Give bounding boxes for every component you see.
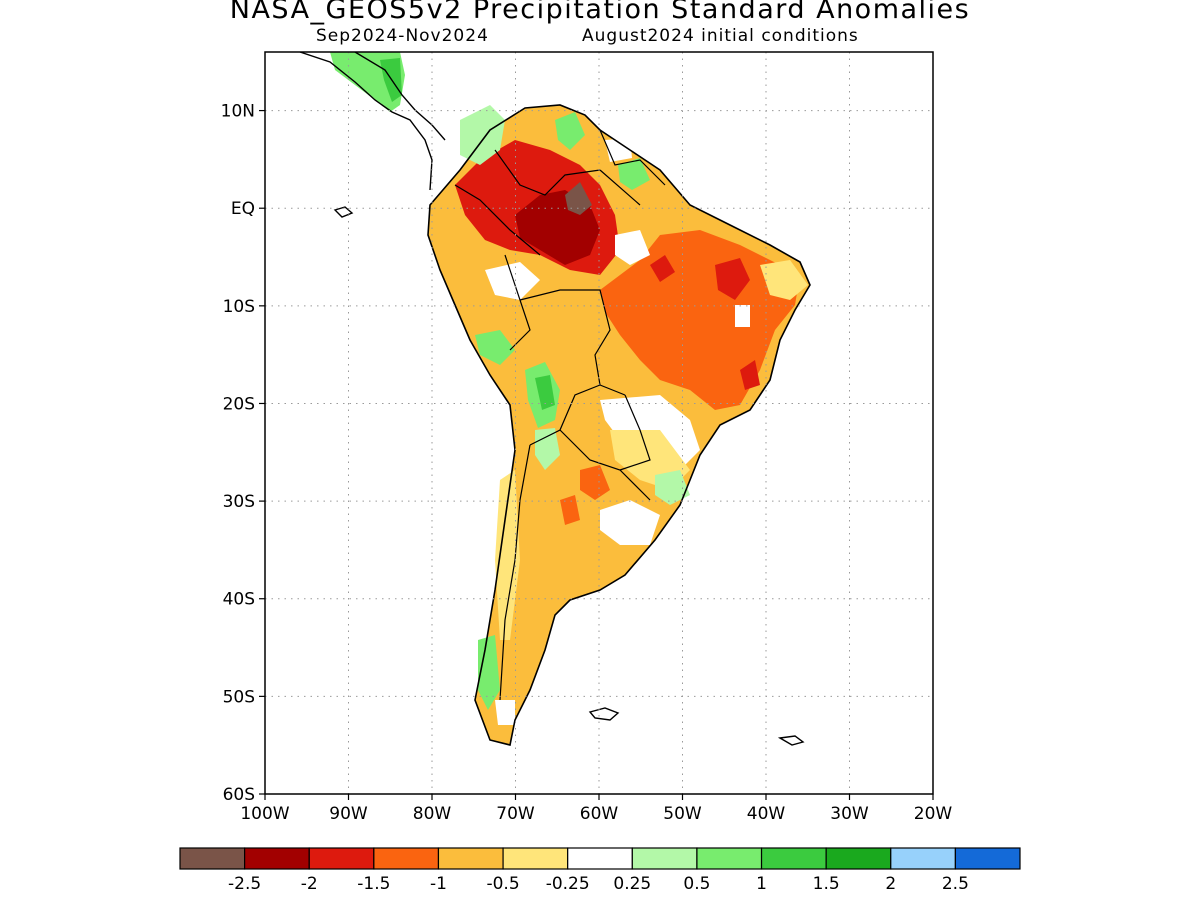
colorbar-swatch [954, 847, 1021, 870]
colorbar-swatch [437, 847, 504, 870]
colorbar-label: 2.5 [942, 874, 969, 894]
ne-brazil-lightyellow [760, 260, 808, 300]
colorbar-label: -0.25 [546, 874, 590, 894]
initial-conditions: August2024 initial conditions [582, 26, 859, 46]
lat-label: 10S [223, 297, 255, 317]
amazon-white-patch [615, 230, 650, 265]
colorbar-swatch [696, 847, 763, 870]
venezuela-green [460, 105, 505, 165]
colorbar-swatch [373, 847, 440, 870]
brazil-red-patch-2 [650, 255, 675, 282]
colorbar-label: 0.25 [613, 874, 651, 894]
colorbar-label: 1 [756, 874, 767, 894]
lon-label: 30W [830, 804, 869, 824]
anomaly-fields [299, 52, 811, 746]
colorbar-label: -2.5 [228, 874, 261, 894]
colorbar-label: 1.5 [813, 874, 840, 894]
graticule [265, 52, 933, 794]
colorbar-swatch [890, 847, 956, 870]
lon-label: 90W [329, 804, 368, 824]
falkland-islands [588, 707, 620, 721]
colorbar-swatch [244, 847, 310, 870]
borders [454, 129, 666, 701]
guiana-green [618, 158, 650, 190]
colorbar-swatch [760, 847, 827, 870]
south-brazil-green [655, 470, 690, 505]
colorbar-swatch [502, 847, 569, 870]
brazil-dark-red-patch [715, 258, 750, 300]
lat-label: 30S [223, 492, 255, 512]
colorbar-swatch [631, 847, 698, 870]
colorbar-swatch [308, 847, 375, 870]
galapagos [333, 206, 354, 218]
lat-label: 20S [223, 394, 255, 414]
colorbar-label: 2 [885, 874, 896, 894]
lat-label: EQ [231, 199, 255, 219]
brazil-white-square [735, 305, 750, 327]
colorbar-label: 0.5 [683, 874, 710, 894]
lon-label: 60W [580, 804, 619, 824]
peru-green [475, 330, 515, 365]
south-georgia [777, 735, 805, 746]
lon-label: 100W [240, 804, 289, 824]
colorbar-label: -0.5 [486, 874, 519, 894]
central-america-coast [299, 52, 446, 191]
argentina-orange-2 [560, 495, 580, 525]
forecast-period: Sep2024-Nov2024 [316, 26, 489, 46]
bolivia-green-dark [535, 375, 555, 410]
lat-label: 60S [223, 785, 255, 805]
colorbar-swatch [567, 847, 633, 870]
colorbar-label: -1.5 [357, 874, 390, 894]
lat-label: 50S [223, 687, 255, 707]
lon-label: 40W [747, 804, 786, 824]
colorbar-swatch [825, 847, 892, 870]
argentina-orange [580, 465, 610, 500]
colorbar-label: -2 [301, 874, 318, 894]
lon-label: 50W [663, 804, 702, 824]
lat-label: 40S [223, 590, 255, 610]
uruguay-white [600, 500, 660, 545]
brazil-red-patch-3 [740, 360, 760, 390]
venezuela-green-dark [555, 112, 585, 150]
colorbar-label: -1 [430, 874, 447, 894]
andes-green [535, 428, 560, 470]
lon-label: 80W [413, 804, 452, 824]
lat-label: 10N [221, 102, 255, 122]
chile-lightyellow [495, 470, 520, 640]
patagonia-white [495, 700, 515, 725]
map-title: NASA_GEOS5v2 Precipitation Standard Anom… [229, 0, 971, 25]
peru-white [485, 262, 540, 300]
lon-label: 20W [914, 804, 953, 824]
colorbar: -2.5 -2 -1.5 -1 -0.5 -0.25 0.25 0.5 1 1.5 2 2.5 [179, 847, 1021, 894]
amazon-extreme-patch [565, 182, 592, 215]
lon-label: 70W [496, 804, 535, 824]
colorbar-swatch [179, 847, 246, 870]
